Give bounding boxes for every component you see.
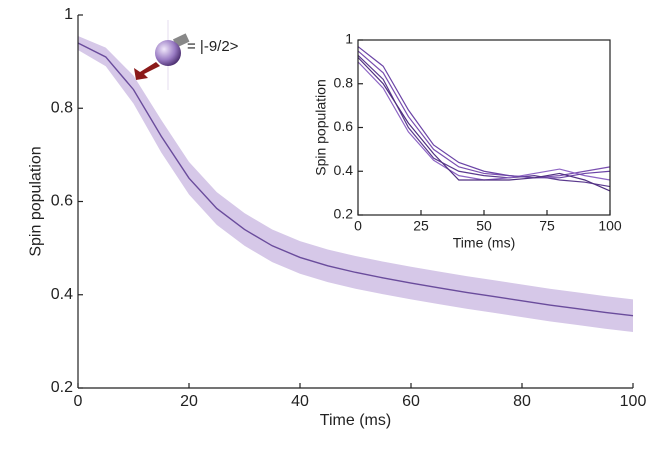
y-tick-label: 0.8 [334, 74, 354, 90]
y-tick-label: 0.8 [51, 99, 73, 116]
x-tick-label: 100 [620, 393, 647, 410]
x-tick-label: 0 [74, 393, 83, 410]
data-line [357, 50, 611, 179]
y-tick-label: 0.2 [51, 379, 73, 396]
x-tick-label: 40 [291, 393, 309, 410]
y-tick-label: 0.4 [334, 162, 354, 178]
chart-1: 0 25 50 75 100 0.2 0.4 0.6 0.8 1 Time (ms) Spin pop… [312, 31, 622, 251]
x-tick-label: 100 [598, 218, 622, 234]
x-tick-label: 25 [413, 218, 429, 234]
data-line [357, 54, 611, 188]
x-tick-label: 0 [354, 218, 362, 234]
x-tick-label: 20 [180, 393, 198, 410]
y-tick-label: 0.2 [334, 206, 354, 222]
y-tick-label: 0.6 [334, 118, 354, 134]
x-tick-label: 80 [513, 393, 531, 410]
data-line [77, 42, 634, 317]
data-line [357, 57, 611, 192]
spin-icon [134, 20, 190, 90]
y-tick-label: 0.4 [51, 286, 73, 303]
x-tick-label: 75 [539, 218, 555, 234]
x-axis-label: Time (ms) [453, 234, 515, 250]
y-tick-label: 0.6 [51, 193, 73, 210]
x-axis-label: Time (ms) [320, 412, 391, 429]
y-tick-label: 1 [345, 31, 353, 47]
plot-background [358, 40, 610, 215]
y-tick-label: 1 [64, 6, 73, 23]
x-tick-label: 50 [476, 218, 492, 234]
y-axis-label: Spin population [28, 146, 45, 256]
x-tick-label: 60 [402, 393, 420, 410]
y-axis-label: Spin population [312, 79, 328, 176]
data-line [357, 46, 611, 179]
chart-0: 0 20 40 60 80 100 0.2 0.4 0.6 0.8 1 Time (ms) Spin p… [28, 6, 647, 429]
annotation: = |-9/2> [187, 38, 239, 55]
